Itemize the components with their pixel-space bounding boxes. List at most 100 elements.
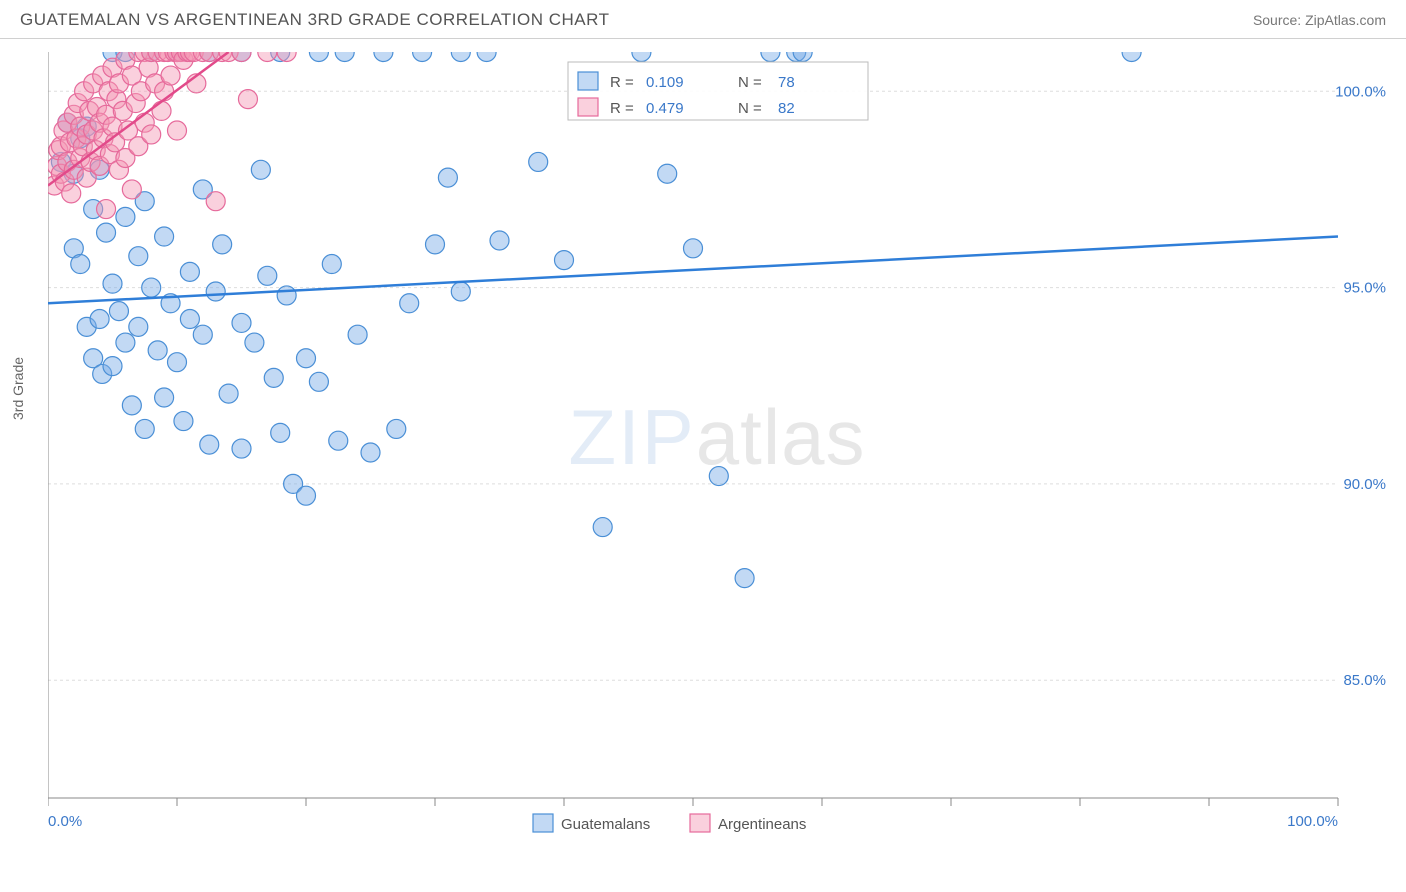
data-point: [174, 412, 193, 431]
data-point: [297, 486, 316, 505]
data-point: [200, 435, 219, 454]
svg-text:100.0%: 100.0%: [1287, 813, 1338, 830]
data-point: [122, 180, 141, 199]
data-point: [62, 184, 81, 203]
data-point: [116, 207, 135, 226]
data-point: [709, 467, 728, 486]
data-point: [258, 266, 277, 285]
data-point: [116, 333, 135, 352]
data-point: [103, 274, 122, 293]
data-point: [374, 52, 393, 62]
svg-text:95.0%: 95.0%: [1343, 280, 1386, 297]
svg-text:82: 82: [778, 100, 795, 117]
data-point: [103, 357, 122, 376]
svg-text:0.0%: 0.0%: [48, 813, 82, 830]
data-point: [529, 152, 548, 171]
data-point: [632, 52, 651, 62]
data-point: [168, 121, 187, 140]
svg-text:78: 78: [778, 74, 795, 91]
svg-text:N =: N =: [738, 74, 762, 91]
data-point: [152, 101, 171, 120]
y-axis-label: 3rd Grade: [10, 357, 26, 420]
data-point: [206, 282, 225, 301]
data-point: [142, 278, 161, 297]
data-point: [593, 518, 612, 537]
chart-title: GUATEMALAN VS ARGENTINEAN 3RD GRADE CORR…: [20, 10, 609, 30]
data-point: [322, 255, 341, 274]
svg-text:R =: R =: [610, 100, 634, 117]
data-point: [168, 353, 187, 372]
data-point: [109, 302, 128, 321]
svg-text:90.0%: 90.0%: [1343, 476, 1386, 493]
data-point: [148, 341, 167, 360]
data-point: [90, 309, 109, 328]
data-point: [206, 192, 225, 211]
data-point: [122, 396, 141, 415]
data-point: [238, 90, 257, 109]
legend-label: Guatemalans: [561, 816, 650, 833]
data-point: [426, 235, 445, 254]
data-point: [180, 309, 199, 328]
data-point: [155, 227, 174, 246]
data-point: [477, 52, 496, 62]
chart-source: Source: ZipAtlas.com: [1253, 12, 1386, 28]
data-point: [329, 431, 348, 450]
data-point: [97, 223, 116, 242]
legend-swatch: [533, 814, 553, 832]
data-point: [277, 286, 296, 305]
data-point: [309, 52, 328, 62]
svg-text:85.0%: 85.0%: [1343, 672, 1386, 689]
data-point: [684, 239, 703, 258]
data-point: [1122, 52, 1141, 62]
svg-text:R =: R =: [610, 74, 634, 91]
data-point: [555, 251, 574, 270]
svg-text:N =: N =: [738, 100, 762, 117]
legend-label: Argentineans: [718, 816, 806, 833]
data-point: [71, 255, 90, 274]
svg-text:0.479: 0.479: [646, 100, 684, 117]
data-point: [97, 200, 116, 219]
data-point: [400, 294, 419, 313]
data-point: [129, 247, 148, 266]
data-point: [258, 52, 277, 62]
chart-area: ZIPatlas 0.0%100.0%85.0%90.0%95.0%100.0%…: [48, 52, 1386, 832]
source-name: ZipAtlas.com: [1305, 12, 1386, 28]
stat-swatch: [578, 72, 598, 90]
data-point: [161, 66, 180, 85]
data-point: [264, 368, 283, 387]
data-point: [219, 384, 238, 403]
data-point: [735, 569, 754, 588]
data-point: [413, 52, 432, 62]
data-point: [129, 317, 148, 336]
data-point: [245, 333, 264, 352]
data-point: [387, 419, 406, 438]
data-point: [135, 419, 154, 438]
svg-text:100.0%: 100.0%: [1335, 83, 1386, 100]
data-point: [232, 313, 251, 332]
data-point: [297, 349, 316, 368]
legend-swatch: [690, 814, 710, 832]
data-point: [213, 235, 232, 254]
scatter-chart: 0.0% 100.0% 85.0% 90.0% 95.0% 100.0% R = 0.109 N…: [48, 52, 1386, 852]
data-point: [438, 168, 457, 187]
data-point: [348, 325, 367, 344]
source-prefix: Source:: [1253, 12, 1305, 28]
data-point: [361, 443, 380, 462]
data-point: [309, 372, 328, 391]
chart-header: GUATEMALAN VS ARGENTINEAN 3RD GRADE CORR…: [0, 0, 1406, 39]
data-point: [193, 325, 212, 344]
data-point: [271, 423, 290, 442]
data-point: [251, 160, 270, 179]
data-point: [335, 52, 354, 62]
data-point: [232, 52, 251, 62]
svg-text:0.109: 0.109: [646, 74, 684, 91]
data-point: [142, 125, 161, 144]
data-point: [490, 231, 509, 250]
data-point: [232, 439, 251, 458]
data-point: [451, 282, 470, 301]
data-point: [761, 52, 780, 62]
data-point: [155, 388, 174, 407]
data-point: [180, 262, 199, 281]
stat-swatch: [578, 98, 598, 116]
data-point: [451, 52, 470, 62]
